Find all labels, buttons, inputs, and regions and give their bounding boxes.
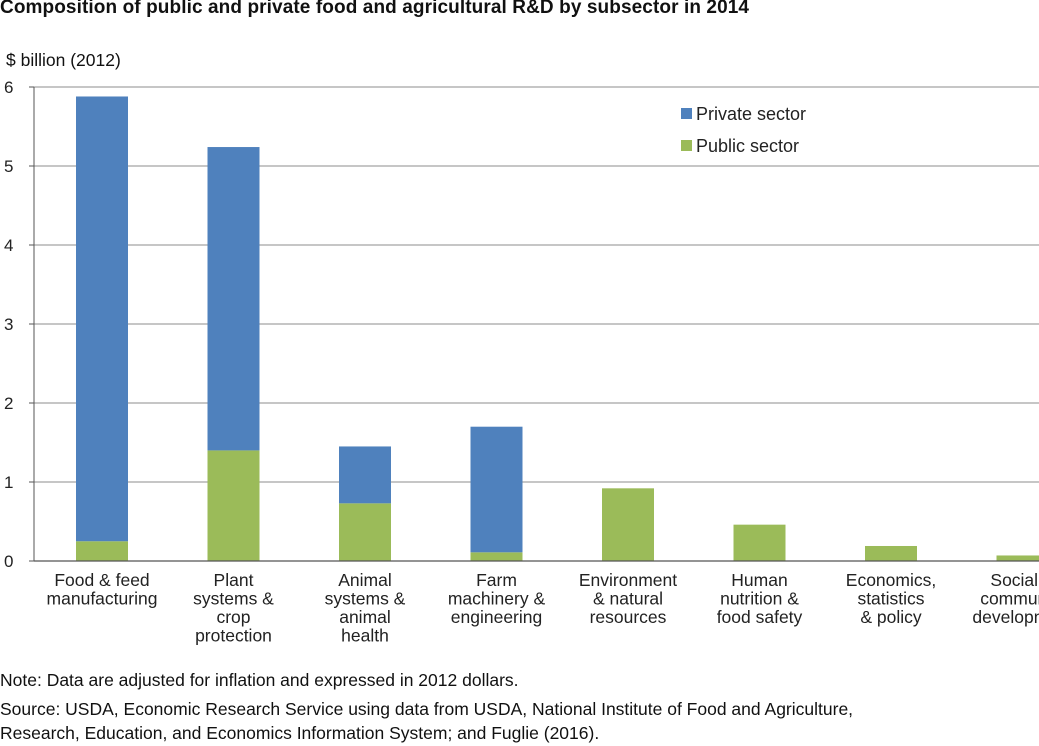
y-tick-label: 0 — [4, 552, 13, 571]
bar-private-sector — [339, 446, 391, 504]
bar-private-sector — [470, 426, 523, 553]
gridlines — [34, 86, 1039, 483]
bar-public-sector — [602, 488, 654, 561]
y-tick-labels: 0 1 2 3 4 5 6 — [4, 78, 13, 571]
bar-private-sector — [207, 147, 260, 451]
y-axis-unit-label: $ billion (2012) — [6, 50, 121, 70]
bar-public-sector — [207, 450, 260, 561]
bar-private-sector — [76, 96, 128, 542]
x-category-label: Environment & natural resources — [579, 570, 677, 627]
y-tick-label: 3 — [4, 315, 13, 334]
bar-public-sector — [76, 541, 128, 561]
bar-public-sector — [339, 503, 391, 561]
x-category-labels: Food & feed manufacturing Plant systems & cr… — [47, 570, 1039, 646]
x-category-label: Animal systems & animal health — [325, 570, 406, 646]
x-category-label: Social &communitydevelopment — [972, 570, 1039, 627]
legend-label: Public sector — [696, 136, 799, 156]
legend-swatch — [681, 140, 692, 151]
y-tick-label: 6 — [4, 78, 13, 97]
legend: Private sector Public sector — [681, 104, 806, 156]
bar-public-sector — [865, 545, 917, 561]
y-tick-label: 5 — [4, 157, 13, 176]
x-category-label: Food & feed manufacturing — [47, 570, 158, 609]
y-tick-label: 2 — [4, 394, 13, 413]
bars — [76, 96, 1039, 561]
x-category-label: Economics, statistics & policy — [846, 570, 936, 627]
legend-label: Private sector — [696, 104, 806, 124]
axes — [29, 86, 1039, 562]
chart-title: Composition of public and private food a… — [0, 0, 750, 18]
y-tick-label: 1 — [4, 473, 13, 492]
x-category-label: Human nutrition & food safety — [717, 570, 803, 627]
bar-public-sector — [470, 552, 523, 561]
bar-public-sector — [996, 555, 1039, 561]
stacked-bar-chart: 0 1 2 3 4 5 6 Food & feed manufacturing Plant sys… — [4, 78, 1039, 646]
source-line-1: Source: USDA, Economic Research Service … — [0, 699, 854, 719]
y-tick-label: 4 — [4, 236, 13, 255]
legend-swatch — [681, 108, 692, 119]
source-line-2: Research, Education, and Economics Infor… — [0, 723, 600, 743]
x-category-label: Farm machinery & engineering — [448, 570, 546, 627]
x-category-label: Plant systems & crop protection — [193, 570, 274, 646]
source-text: Source: USDA, Economic Research Service … — [0, 697, 853, 745]
note-text: Note: Data are adjusted for inflation an… — [0, 670, 519, 690]
bar-public-sector — [733, 524, 786, 561]
